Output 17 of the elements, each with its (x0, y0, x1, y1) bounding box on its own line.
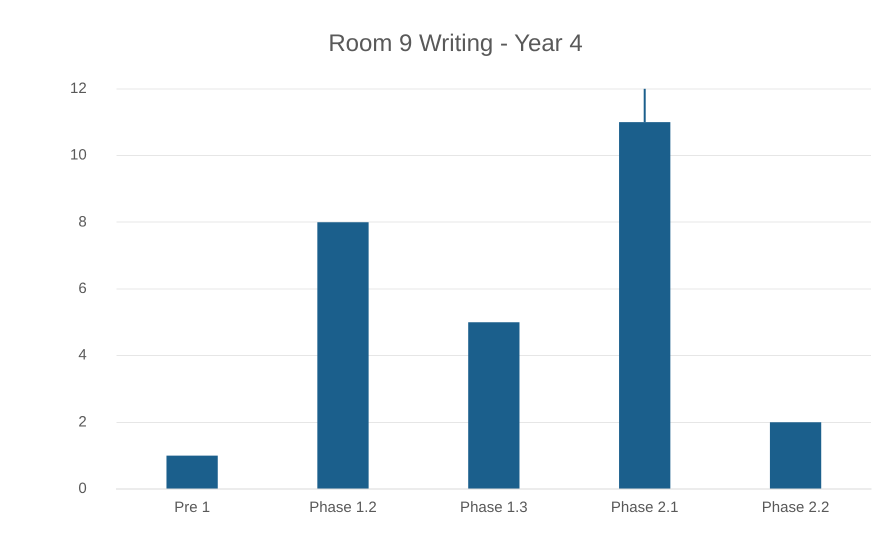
bar (770, 422, 822, 488)
y-tick-label: 6 (78, 280, 87, 298)
x-tick-label: Phase 1.2 (309, 499, 377, 516)
y-tick-label: 2 (78, 413, 87, 430)
x-tick-label: Phase 2.1 (610, 499, 678, 516)
x-tick-label: Phase 2.2 (762, 499, 830, 516)
y-tick-label: 10 (70, 146, 87, 164)
y-tick-label: 0 (78, 480, 87, 498)
y-tick-label: 4 (78, 346, 87, 364)
y-tick-label: 8 (78, 213, 87, 230)
bar (317, 222, 369, 488)
x-tick-label: Pre 1 (174, 499, 210, 516)
x-tick-label: Phase 1.3 (460, 499, 528, 516)
y-tick-label: 12 (70, 80, 87, 97)
chart-title: Room 9 Writing - Year 4 (328, 30, 583, 58)
bar (468, 322, 520, 488)
bar (166, 456, 218, 488)
